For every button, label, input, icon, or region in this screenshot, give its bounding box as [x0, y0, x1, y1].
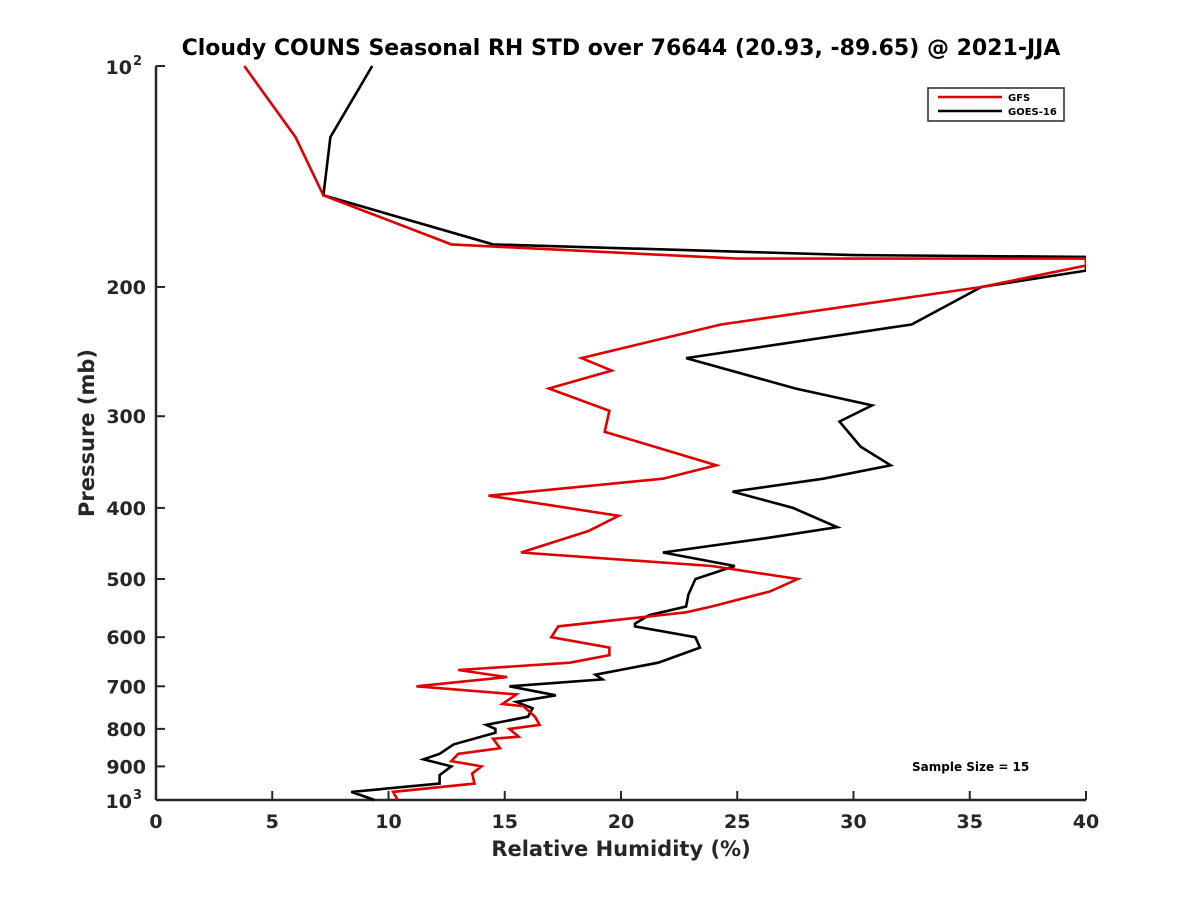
series-line-goes16: [321, 65, 1086, 802]
x-tick-label: 25: [724, 811, 750, 833]
legend-label-goes16: GOES-16: [1008, 107, 1057, 118]
x-tick-label: 5: [266, 811, 279, 833]
chart-title: Cloudy COUNS Seasonal RH STD over 76644 …: [182, 36, 1061, 61]
y-tick-label-base: 10: [106, 57, 132, 79]
series-group: [243, 65, 1086, 802]
y-tick-label-base: 10: [106, 791, 132, 813]
y-tick-label: 200: [106, 277, 146, 299]
y-tick-label: 10 2: [106, 54, 143, 79]
y-axis-label: Pressure (mb): [75, 349, 99, 517]
x-tick-label: 15: [492, 811, 518, 833]
y-tick-label: 10 3: [106, 788, 143, 813]
y-tick-label: 300: [106, 406, 146, 428]
x-tick-label: 0: [149, 811, 162, 833]
y-tick-label: 800: [106, 719, 146, 741]
series-layer: [243, 65, 1086, 802]
sample-size-annotation: Sample Size = 15: [912, 760, 1029, 774]
y-tick-label: 900: [106, 756, 146, 778]
y-tick-label: 700: [106, 676, 146, 698]
y-tick-label: 400: [106, 498, 146, 520]
x-tick-label: 30: [840, 811, 866, 833]
x-ticks: 0 5 10 15 20 25 30 35 40: [149, 791, 1099, 833]
x-tick-label: 10: [375, 811, 401, 833]
x-tick-label: 40: [1073, 811, 1099, 833]
axes: [154, 66, 1086, 802]
y-tick-label-exponent: 3: [133, 788, 142, 803]
legend-box: [927, 87, 1065, 122]
x-tick-label: 35: [957, 811, 983, 833]
y-tick-label: 600: [106, 627, 146, 649]
legend-label-gfs: GFS: [1008, 93, 1030, 104]
y-tick-label-exponent: 2: [133, 54, 142, 69]
series-line-gfs: [243, 65, 1086, 801]
x-tick-label: 20: [608, 811, 634, 833]
x-axis-label: Relative Humidity (%): [491, 837, 750, 861]
y-tick-label: 500: [106, 569, 146, 591]
legend: GFS GOES-16: [927, 87, 1065, 122]
